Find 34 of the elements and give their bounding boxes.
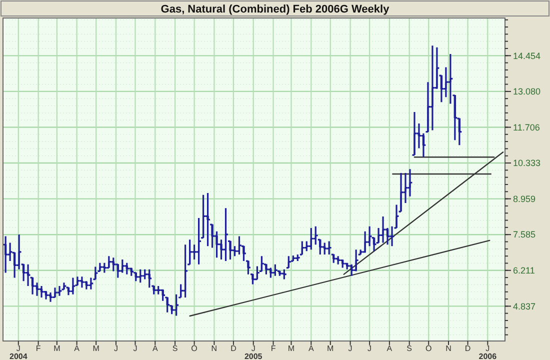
y-tick-label: 6.211	[513, 266, 535, 276]
x-tick-label: A	[386, 344, 393, 353]
x-tick-label: M	[92, 344, 100, 353]
x-tick-label: M	[327, 344, 334, 353]
x-tick-label: F	[270, 344, 276, 353]
x-tick-label: N	[446, 344, 452, 353]
x-tick-label: M	[288, 344, 295, 353]
y-tick-label: 14.454	[513, 50, 541, 61]
x-tick-label: O	[191, 344, 198, 353]
x-tick-label: M	[54, 344, 61, 353]
x-tick-label: A	[308, 344, 314, 353]
x-tick-label: A	[74, 344, 80, 353]
y-tick-label: 10.333	[513, 158, 541, 168]
x-tick-label: S	[406, 344, 412, 353]
y-tick-label: 4.837	[513, 301, 536, 312]
y-tick-label: 11.706	[513, 122, 540, 132]
x-tick-label: J	[348, 344, 352, 353]
x-tick-label: A	[152, 344, 158, 353]
x-tick-label: D	[230, 344, 237, 353]
x-tick-label: D	[464, 344, 471, 353]
chart-title: Gas, Natural (Combined) Feb 2006G Weekly	[160, 4, 390, 16]
x-tick-label: N	[211, 344, 218, 353]
x-tick-label: J	[133, 344, 138, 353]
x-tick-label: J	[368, 344, 372, 353]
y-tick-label: 7.585	[513, 230, 536, 240]
y-tick-label: 8.959	[513, 194, 536, 204]
x-tick-label: J	[114, 344, 118, 353]
x-tick-label: J 2005	[244, 344, 263, 360]
x-tick-label: J 2004	[10, 344, 28, 360]
x-tick-label: F	[36, 344, 41, 353]
y-tick-label: 13.080	[513, 86, 541, 97]
x-tick-label: O	[425, 344, 432, 353]
x-tick-label: J 2006	[478, 344, 498, 360]
x-tick-label: S	[172, 344, 178, 353]
